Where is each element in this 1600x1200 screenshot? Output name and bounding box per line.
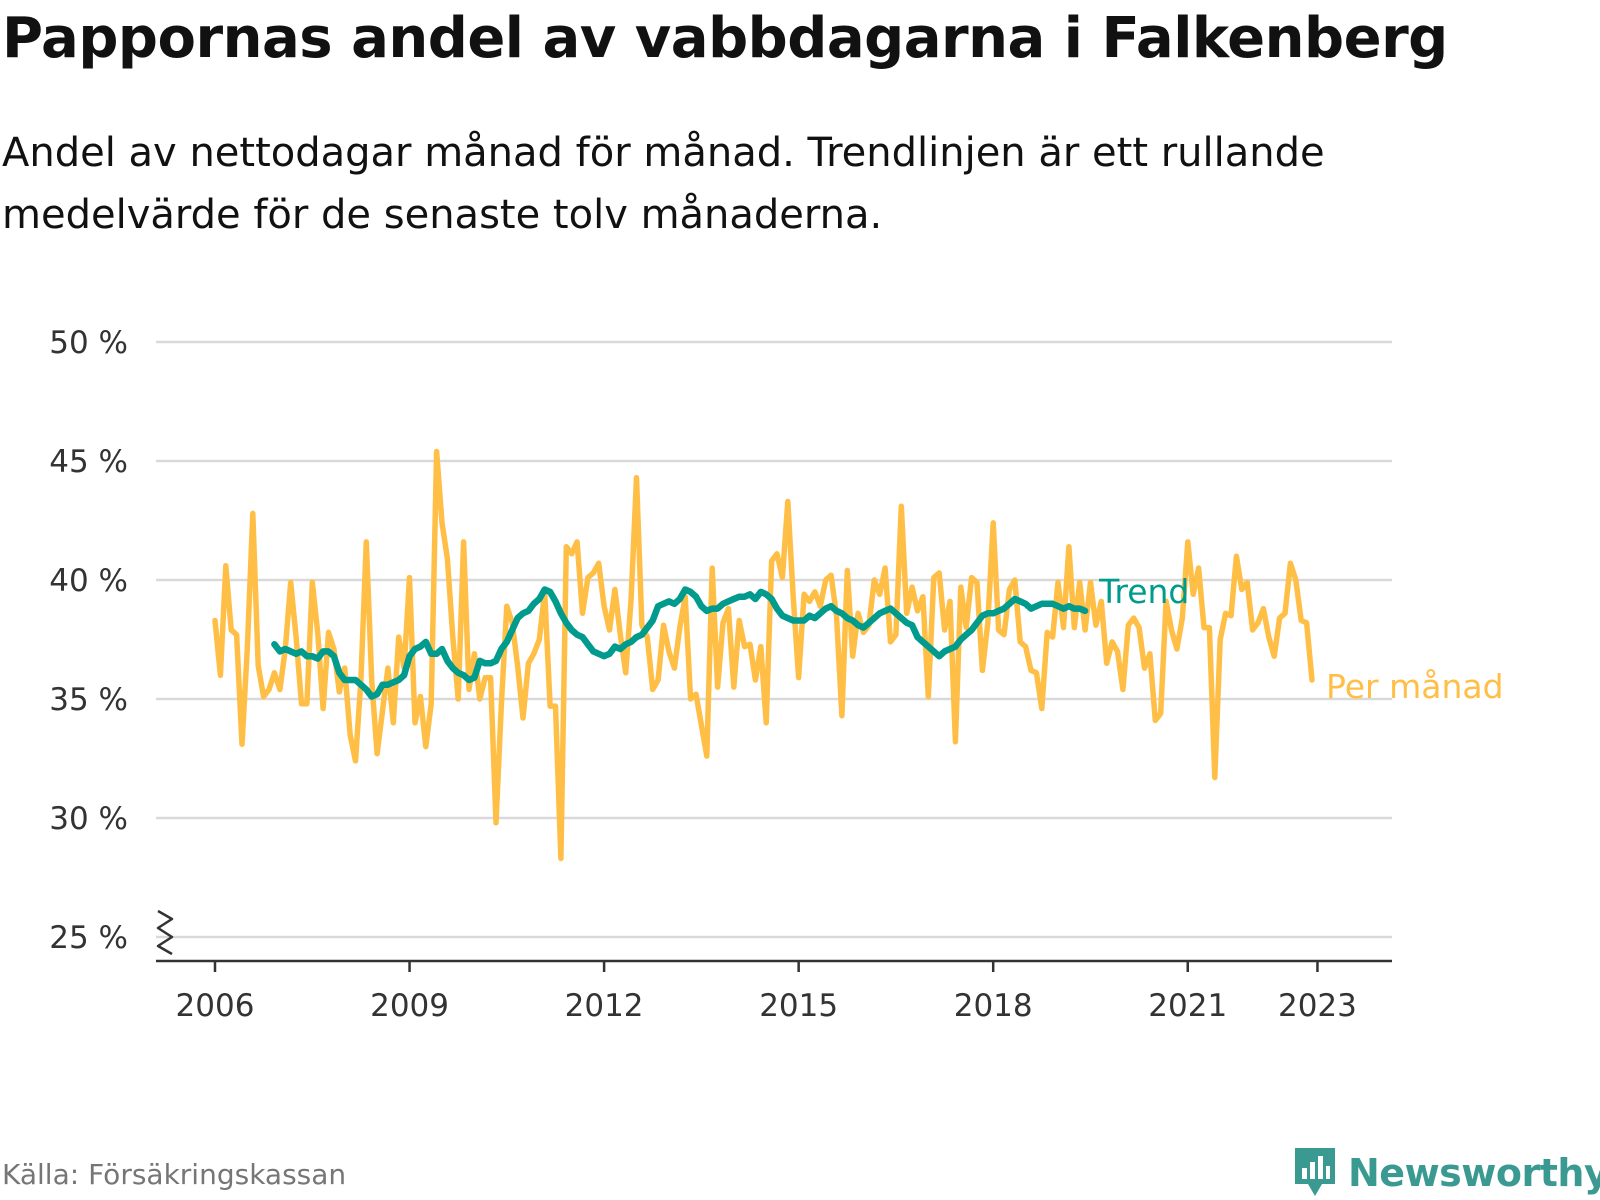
monthly-series-line — [212, 448, 1315, 862]
brand-logo[interactable]: Newsworthy — [1292, 1146, 1600, 1200]
line-chart: 50 % 45 % 40 % 35 % 30 % 25 % 2006 2009 2012 201… — [49, 325, 1504, 1024]
chart-title: Pappornas andel av vabbdagarna i Falkenb… — [2, 6, 1448, 71]
trend-series-label: Trend — [1098, 572, 1189, 611]
inline-legend: Per månad Trend — [1098, 572, 1504, 706]
y-tick-label: 35 % — [49, 682, 128, 718]
x-tick-label: 2006 — [176, 988, 255, 1024]
series-lines — [212, 448, 1315, 862]
chart-subtitle: Andel av nettodagar månad för månad. Tre… — [2, 130, 1325, 238]
x-tick-label: 2009 — [370, 988, 449, 1024]
source-note: Källa: Försäkringskassan — [2, 1158, 347, 1191]
y-tick-label: 25 % — [49, 920, 128, 956]
y-tick-label: 40 % — [49, 563, 128, 599]
trend-series-line — [271, 586, 1089, 700]
y-tick-label: 30 % — [49, 801, 128, 837]
y-tick-label: 45 % — [49, 444, 128, 480]
y-tick-label: 50 % — [49, 325, 128, 361]
newsworthy-chart-bubble-icon — [1295, 1148, 1335, 1196]
x-tick-label: 2015 — [759, 988, 838, 1024]
x-tick-label: 2021 — [1148, 988, 1227, 1024]
x-tick-label: 2023 — [1278, 988, 1357, 1024]
x-tick-label: 2012 — [565, 988, 644, 1024]
axis-break-icon — [156, 909, 174, 956]
monthly-series-label: Per månad — [1326, 667, 1504, 706]
x-tick-label: 2018 — [954, 988, 1033, 1024]
x-axis: 2006 2009 2012 2015 2018 2021 2023 — [156, 959, 1392, 1024]
grid-lines — [156, 340, 1392, 939]
y-axis: 50 % 45 % 40 % 35 % 30 % 25 % — [49, 325, 174, 956]
brand-name: Newsworthy — [1348, 1151, 1600, 1195]
